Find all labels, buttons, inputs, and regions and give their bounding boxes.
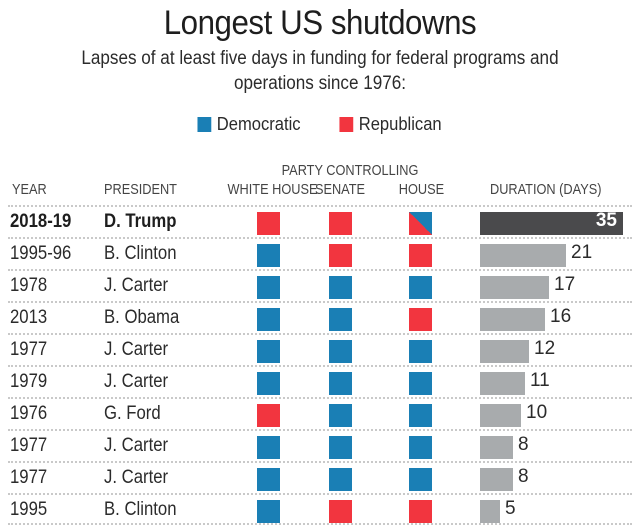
legend: Democratic Republican — [0, 114, 640, 135]
year-cell: 1995-96 — [10, 243, 72, 264]
table-row: 1978 J. Carter 17 — [8, 269, 632, 301]
duration-label: 17 — [554, 274, 576, 295]
duration-label: 21 — [571, 242, 593, 263]
white-house-party-marker — [257, 244, 280, 267]
year-cell: 1977 — [10, 467, 48, 488]
house-party-marker — [409, 212, 432, 235]
white-house-party-marker — [257, 500, 280, 523]
senate-party-marker — [329, 340, 352, 363]
duration-bar — [480, 308, 545, 331]
duration-bar — [480, 340, 529, 363]
table-row: 1995-96 B. Clinton 21 — [8, 237, 632, 269]
year-cell: 1977 — [10, 435, 48, 456]
house-party-marker — [409, 340, 432, 363]
duration-bar — [480, 372, 525, 395]
table-row: 1995 B. Clinton 5 — [8, 493, 632, 525]
senate-party-marker — [329, 276, 352, 299]
duration-label: 35 — [595, 210, 617, 231]
header-party-controlling: PARTY CONTROLLING — [281, 162, 419, 179]
senate-party-marker — [329, 212, 352, 235]
year-cell: 2018-19 — [10, 211, 72, 232]
header-white-house: WHITE HOUSE — [227, 181, 318, 198]
president-cell: B. Obama — [104, 307, 180, 328]
duration-label: 12 — [534, 338, 556, 359]
house-party-marker — [409, 372, 432, 395]
duration-label: 16 — [550, 306, 572, 327]
senate-party-marker — [329, 500, 352, 523]
header-senate: SENATE — [314, 181, 366, 198]
white-house-party-marker — [257, 340, 280, 363]
president-cell: B. Clinton — [104, 243, 177, 264]
header-house: HOUSE — [398, 181, 445, 198]
duration-label: 10 — [526, 402, 548, 423]
duration-label: 5 — [505, 498, 516, 519]
duration-bar — [480, 276, 549, 299]
duration-bar — [480, 404, 521, 427]
year-cell: 1979 — [10, 371, 48, 392]
house-party-marker — [409, 276, 432, 299]
chart-title: Longest US shutdowns — [163, 4, 477, 42]
table-row: 1977 J. Carter 12 — [8, 333, 632, 365]
president-cell: G. Ford — [104, 403, 161, 424]
legend-label-republican: Republican — [359, 114, 443, 134]
duration-label: 11 — [530, 370, 550, 391]
legend-label-democratic: Democratic — [217, 114, 302, 134]
president-cell: J. Carter — [104, 435, 169, 456]
year-cell: 1977 — [10, 339, 48, 360]
year-cell: 2013 — [10, 307, 48, 328]
header-year: YEAR — [12, 181, 47, 198]
president-cell: J. Carter — [104, 339, 169, 360]
duration-bar — [480, 212, 623, 235]
senate-party-marker — [329, 436, 352, 459]
duration-label: 8 — [518, 434, 529, 455]
senate-party-marker — [329, 308, 352, 331]
white-house-party-marker — [257, 276, 280, 299]
house-party-marker — [409, 404, 432, 427]
duration-bar — [480, 468, 513, 491]
house-party-marker — [409, 308, 432, 331]
duration-label: 8 — [518, 466, 529, 487]
table-row: 1977 J. Carter 8 — [8, 461, 632, 493]
legend-item-republican: Republican — [339, 114, 443, 135]
white-house-party-marker — [257, 212, 280, 235]
house-party-marker — [409, 436, 432, 459]
white-house-party-marker — [257, 404, 280, 427]
senate-party-marker — [329, 372, 352, 395]
president-cell: J. Carter — [104, 371, 169, 392]
legend-swatch-democratic — [197, 117, 212, 132]
year-cell: 1995 — [10, 499, 48, 520]
white-house-party-marker — [257, 308, 280, 331]
house-party-marker — [409, 468, 432, 491]
president-cell: J. Carter — [104, 275, 169, 296]
table-row: 1977 J. Carter 8 — [8, 429, 632, 461]
chart-subtitle: Lapses of at least five days in funding … — [81, 48, 559, 94]
white-house-party-marker — [257, 436, 280, 459]
duration-bar — [480, 244, 566, 267]
year-cell: 1976 — [10, 403, 48, 424]
header-duration: DURATION (DAYS) — [490, 181, 602, 198]
president-cell: B. Clinton — [104, 499, 177, 520]
table-row: 1979 J. Carter 11 — [8, 365, 632, 397]
table-row: 2013 B. Obama 16 — [8, 301, 632, 333]
duration-bar — [480, 500, 500, 523]
white-house-party-marker — [257, 468, 280, 491]
legend-swatch-republican — [339, 117, 354, 132]
duration-bar — [480, 436, 513, 459]
president-cell: J. Carter — [104, 467, 169, 488]
header-president: PRESIDENT — [104, 181, 177, 198]
house-party-marker — [409, 500, 432, 523]
president-cell: D. Trump — [104, 211, 177, 232]
house-party-marker — [409, 244, 432, 267]
senate-party-marker — [329, 244, 352, 267]
senate-party-marker — [329, 404, 352, 427]
legend-item-democratic: Democratic — [197, 114, 302, 135]
white-house-party-marker — [257, 372, 280, 395]
table-row: 2018-19 D. Trump 35 — [8, 205, 632, 237]
senate-party-marker — [329, 468, 352, 491]
shutdown-table: 2018-19 D. Trump 35 1995-96 B. Clinton 21 1978… — [8, 205, 632, 525]
year-cell: 1978 — [10, 275, 48, 296]
table-row: 1976 G. Ford 10 — [8, 397, 632, 429]
